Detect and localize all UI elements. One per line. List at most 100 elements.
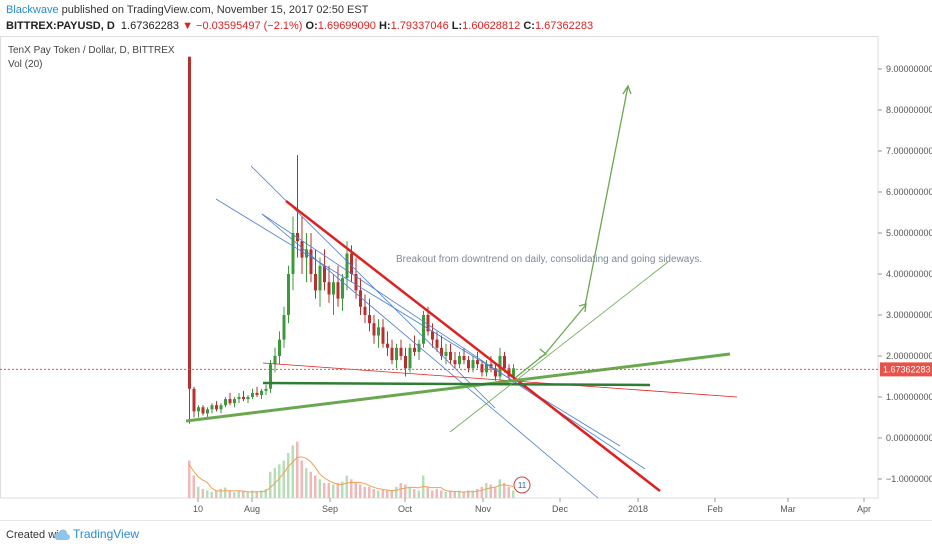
volume-bar (368, 486, 371, 498)
x-tick-label: Feb (707, 504, 723, 514)
volume-bar (498, 479, 501, 498)
y-tick-label: 8.00000000 (886, 105, 932, 115)
candle-body (381, 327, 385, 344)
candle-body (215, 405, 218, 410)
volume-bar (494, 486, 497, 498)
volume-bar (485, 483, 488, 498)
last-price: 1.67362283 (120, 20, 180, 32)
trend-line (215, 198, 621, 447)
volume-bar (372, 489, 375, 498)
candle-body (449, 351, 452, 361)
volume-bar (291, 445, 294, 498)
volume-bar (224, 487, 227, 498)
publish-line: Blackwave published on TradingView.com, … (6, 4, 368, 16)
candle-body (350, 253, 353, 274)
volume-bar (251, 490, 254, 498)
volume-bar (431, 490, 434, 498)
chart-header: Blackwave published on TradingView.com, … (0, 0, 932, 36)
tradingview-brand[interactable]: TradingView (54, 527, 139, 541)
price-chart[interactable]: 9.00000000 8.00000000 7.00000000 6.00000000… (0, 36, 932, 518)
candle-body (318, 265, 322, 291)
volume-bar (237, 490, 240, 498)
low-label: L: (451, 20, 463, 32)
volume-bar (210, 492, 213, 498)
volume-bar (489, 484, 492, 498)
volume-bar (336, 483, 339, 498)
volume-bar (305, 468, 308, 498)
volume-bar (381, 489, 384, 498)
legend-title: TenX Pay Token / Dollar, D, BITTREX (8, 45, 175, 56)
candle-body (359, 290, 362, 307)
y-tick-label: 1.00000000 (886, 392, 932, 402)
x-tick-label: Mar (780, 504, 796, 514)
candle-body (246, 397, 250, 400)
volume-bar (309, 471, 312, 498)
price-change: ▼ −0.03595497 (−2.1%) (182, 20, 303, 32)
volume-bar (201, 489, 204, 498)
candle-body (453, 360, 457, 365)
volume-bar (413, 489, 416, 498)
volume-bar (296, 441, 299, 498)
y-tick-label: 5.00000000 (886, 228, 932, 238)
x-tick-label: Oct (398, 504, 413, 514)
candle-body (386, 343, 389, 348)
volume-bar (476, 489, 479, 498)
candle-body (264, 388, 268, 391)
candle-body (323, 265, 326, 283)
candle-body (309, 249, 313, 274)
chart-legend: TenX Pay Token / Dollar, D, BITTREX Vol … (8, 44, 175, 72)
candle-body (332, 282, 335, 295)
volume-bar (507, 486, 510, 498)
candle-body (417, 343, 421, 352)
x-tick-label: Sep (322, 504, 338, 514)
author-link[interactable]: Blackwave (6, 4, 59, 16)
x-tick-label: Nov (475, 504, 492, 514)
volume-bar (426, 486, 429, 498)
candle-body (476, 360, 479, 365)
current-price-tag: 1.67362283 (883, 364, 931, 374)
volume-bar (233, 492, 236, 498)
ohlc-line: BITTREX:PAYUSD, D 1.67362283 ▼ −0.035954… (6, 20, 593, 32)
candle-body (372, 323, 376, 336)
arrow-head (538, 348, 548, 359)
volume-bar (327, 483, 330, 498)
x-tick-label: Apr (857, 504, 871, 514)
volume-bar (440, 490, 443, 498)
volume-bar (206, 490, 209, 498)
candle-body (327, 282, 331, 295)
candle-body (273, 356, 277, 365)
volume-bar (345, 475, 348, 498)
trend-line (262, 381, 651, 387)
trend-line (584, 85, 629, 307)
volume-bar (260, 490, 263, 498)
candle-body (467, 360, 470, 369)
candle-body (471, 360, 475, 369)
trend-line (261, 213, 646, 470)
candle-body (255, 392, 259, 395)
trend-line (449, 261, 669, 433)
created-with-label: Created with (6, 529, 68, 541)
candle-body (444, 351, 448, 356)
volume-bar (228, 490, 231, 498)
chart-area[interactable]: 9.00000000 8.00000000 7.00000000 6.00000000… (0, 36, 932, 518)
volume-bar (287, 453, 290, 498)
x-tick-label: Dec (552, 504, 569, 514)
candle-body (354, 274, 358, 291)
y-tick-label: 0.00000000 (886, 433, 932, 443)
trend-line (544, 305, 586, 355)
volume-bar (471, 490, 474, 498)
volume-ma-line (188, 456, 514, 493)
volume-bar (354, 483, 357, 498)
candle-body (228, 399, 232, 404)
arrow-head (578, 303, 587, 313)
candle-body (399, 347, 403, 356)
candle-body (233, 399, 236, 404)
volume-bar (219, 489, 222, 498)
candle-body (242, 397, 245, 400)
volume-bar (246, 492, 249, 498)
candle-body (404, 356, 407, 369)
candle-body (192, 388, 196, 412)
candle-body (435, 339, 439, 348)
candle-body (413, 347, 416, 352)
close-label: C: (523, 20, 535, 32)
